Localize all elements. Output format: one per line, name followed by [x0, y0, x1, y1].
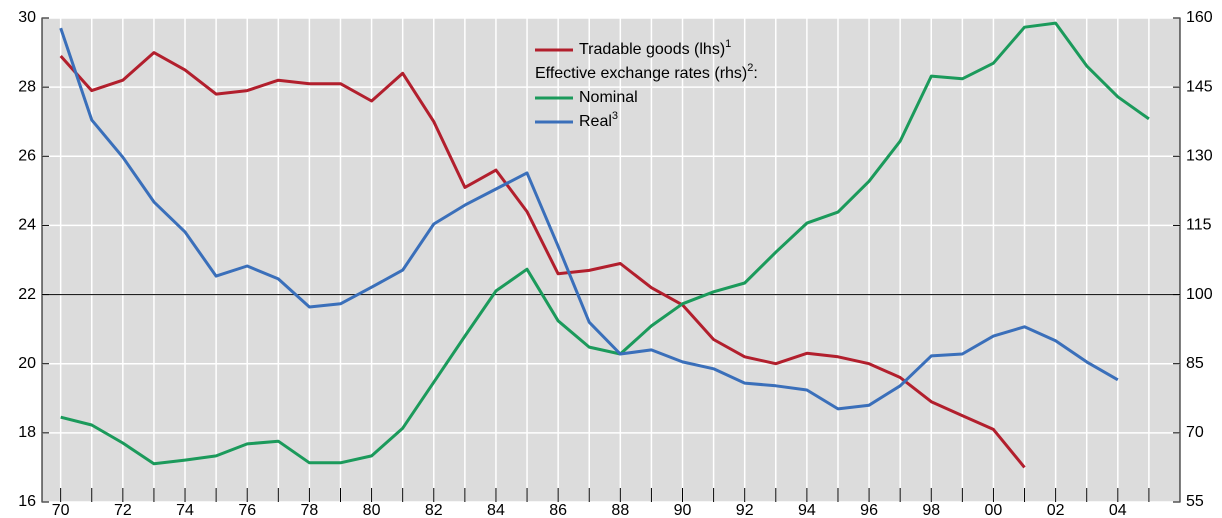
- y2-tick-label: 55: [1186, 493, 1204, 510]
- legend-name: Tradable goods (lhs): [579, 41, 725, 58]
- y-tick-label: 30: [18, 9, 36, 26]
- grid: [42, 17, 1180, 503]
- legend-label: Tradable goods (lhs)1: [579, 38, 731, 58]
- legend-label: Nominal: [579, 89, 638, 106]
- plot-background: [41, 17, 1181, 503]
- x-tick-label: 84: [487, 502, 505, 518]
- x-tick-label: 92: [736, 502, 754, 518]
- y-tick-label: 22: [18, 286, 36, 303]
- legend-heading-text: Effective exchange rates (rhs): [535, 65, 747, 82]
- x-tick-label: 74: [176, 502, 194, 518]
- legend-footnote: 1: [725, 38, 731, 50]
- x-tick-label: 94: [798, 502, 816, 518]
- y2-tick-label: 115: [1186, 217, 1212, 234]
- legend-footnote: 3: [612, 110, 618, 122]
- y-tick-label: 24: [18, 217, 36, 234]
- x-tick-label: 82: [425, 502, 443, 518]
- y-tick-label: 28: [18, 78, 36, 95]
- legend-label: Real3: [579, 110, 618, 130]
- x-tick-label: 90: [674, 502, 692, 518]
- x-tick-label: 76: [238, 502, 256, 518]
- legend-heading: Effective exchange rates (rhs)2:: [535, 62, 758, 82]
- y2-tick-label: 70: [1186, 424, 1204, 441]
- lines: [59, 21, 1150, 469]
- legend-heading-suffix: :: [753, 65, 757, 82]
- y-tick-label: 20: [18, 355, 36, 372]
- x-tick-label: 72: [114, 502, 132, 518]
- y-tick-label: 16: [18, 493, 36, 510]
- x-tick-label: 98: [922, 502, 940, 518]
- y-tick-label: 18: [18, 424, 36, 441]
- series-line: [59, 51, 1026, 469]
- series-line: [60, 21, 1150, 466]
- y2-tick-label: 145: [1186, 78, 1213, 95]
- legend: Tradable goods (lhs)1 Effective exchange …: [535, 38, 758, 130]
- x-tick-label: 96: [860, 502, 878, 518]
- y2-tick-label: 100: [1186, 286, 1213, 303]
- x-tick-label: 02: [1047, 502, 1065, 518]
- legend-heading-footnote: 2: [747, 62, 753, 74]
- y-tick-label: 26: [18, 148, 36, 165]
- x-tick-label: 88: [611, 502, 629, 518]
- x-tick-label: 00: [985, 502, 1003, 518]
- x-tick-label: 70: [52, 502, 70, 518]
- x-tick-label: 04: [1109, 502, 1127, 518]
- y2-tick-label: 85: [1186, 355, 1204, 372]
- x-tick-label: 80: [363, 502, 381, 518]
- series-line: [59, 27, 1119, 411]
- y2-tick-label: 160: [1186, 9, 1213, 26]
- x-tick-label: 78: [301, 502, 319, 518]
- y2-tick-label: 130: [1186, 148, 1213, 165]
- x-tick-label: 86: [549, 502, 567, 518]
- legend-name: Nominal: [579, 89, 638, 106]
- legend-name: Real: [579, 113, 612, 130]
